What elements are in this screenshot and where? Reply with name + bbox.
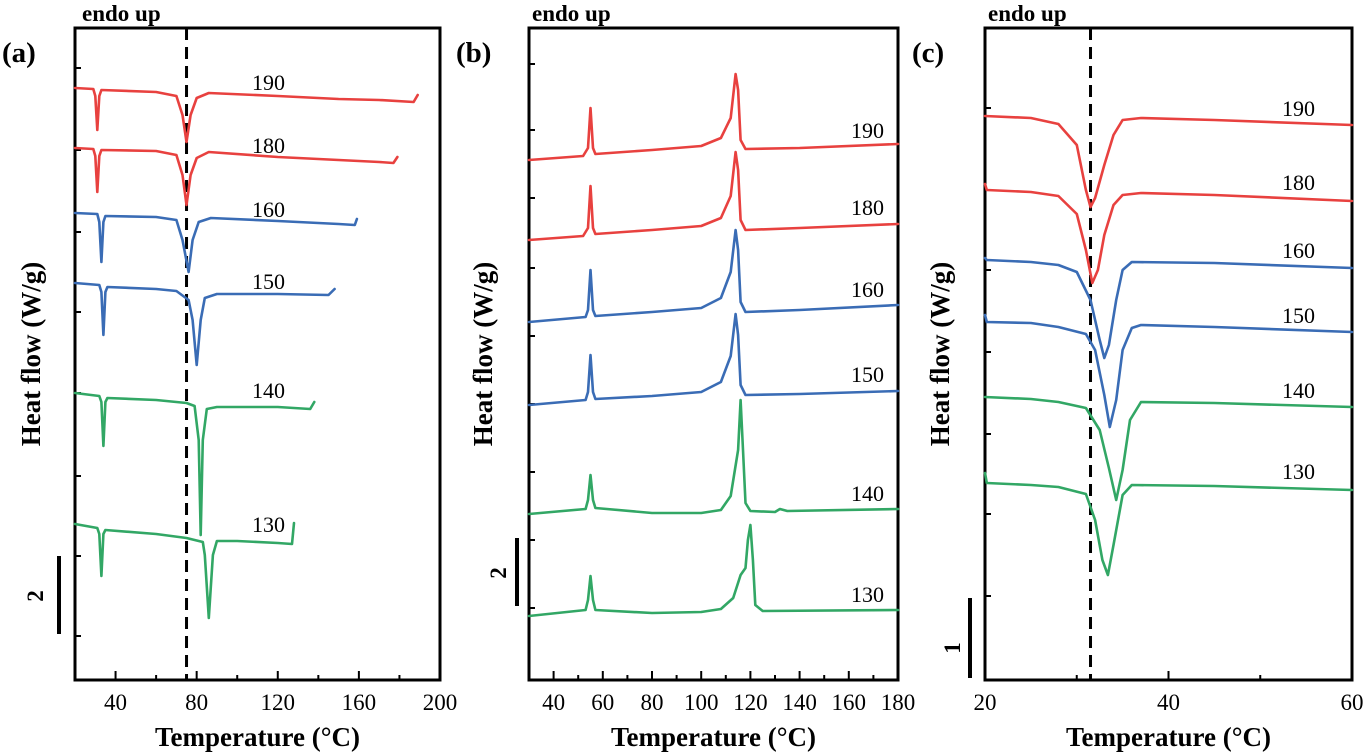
x-tick-label: 160 [832,690,867,715]
x-tick-label: 40 [542,690,565,715]
series-label-180: 180 [252,133,285,158]
series-label-150: 150 [252,269,285,294]
y-axis-title: Heat flow (W/g) [925,262,955,446]
series-label-190: 190 [851,118,884,143]
series-label-160: 160 [252,197,285,222]
series-label-190: 190 [1282,96,1315,121]
plot-frame [983,26,1354,682]
x-tick-label: 100 [684,690,719,715]
series-label-130: 130 [252,512,285,537]
series-line-130 [983,471,1354,577]
x-tick-label: 140 [782,690,817,715]
series-label-190: 190 [252,70,285,95]
series-label-150: 150 [851,362,884,387]
series-label-180: 180 [1282,170,1315,195]
y-axis-title: Heat flow (W/g) [16,262,46,446]
endo-up-label: endo up [988,1,1067,26]
series-line-180 [527,150,900,242]
series-line-160 [73,211,359,274]
x-tick-label: 60 [1341,690,1364,715]
series-line-140 [527,398,900,516]
endo-up-label: endo up [82,1,161,26]
series-line-140 [983,395,1354,502]
x-tick-label: 40 [104,690,127,715]
panel-label: (a) [2,37,36,69]
series-line-160 [527,228,900,324]
x-tick-label: 40 [1157,690,1180,715]
series-line-180 [983,182,1354,285]
x-tick-label: 80 [185,690,208,715]
scale-bar-label: 2 [486,567,511,579]
series-line-150 [983,313,1354,429]
series-line-140 [73,391,316,537]
series-label-150: 150 [1282,303,1315,328]
x-axis-title: Temperature (°C) [1066,722,1271,752]
series-label-140: 140 [252,378,285,403]
x-tick-label: 80 [641,690,664,715]
series-line-150 [527,312,900,407]
series-label-130: 130 [851,582,884,607]
x-tick-label: 60 [591,690,614,715]
series-line-160 [983,256,1354,360]
panel-label: (c) [912,37,944,69]
x-tick-label: 120 [261,690,296,715]
plot-frame [73,26,442,682]
endo-up-label: endo up [532,1,611,26]
series-label-140: 140 [851,481,884,506]
panel-label: (b) [456,37,491,69]
series-label-160: 160 [851,277,884,302]
series-line-130 [73,521,296,620]
series-line-190 [983,114,1354,209]
series-line-180 [73,146,399,207]
x-tick-label: 200 [423,690,458,715]
series-line-130 [527,523,900,618]
x-tick-label: 120 [733,690,768,715]
plot-frame [527,26,900,682]
series-label-180: 180 [851,195,884,220]
x-tick-label: 20 [974,690,997,715]
x-tick-label: 160 [342,690,377,715]
x-axis-title: Temperature (°C) [155,722,360,752]
x-axis-title: Temperature (°C) [611,722,816,752]
scale-bar-label: 2 [23,590,48,602]
series-label-140: 140 [1282,378,1315,403]
x-tick-label: 180 [881,690,916,715]
series-label-160: 160 [1282,238,1315,263]
series-line-150 [73,281,336,367]
series-label-130: 130 [1282,459,1315,484]
scale-bar-label: 1 [940,642,965,654]
series-line-190 [73,86,419,144]
y-axis-title: Heat flow (W/g) [468,262,498,446]
series-line-190 [527,72,900,162]
